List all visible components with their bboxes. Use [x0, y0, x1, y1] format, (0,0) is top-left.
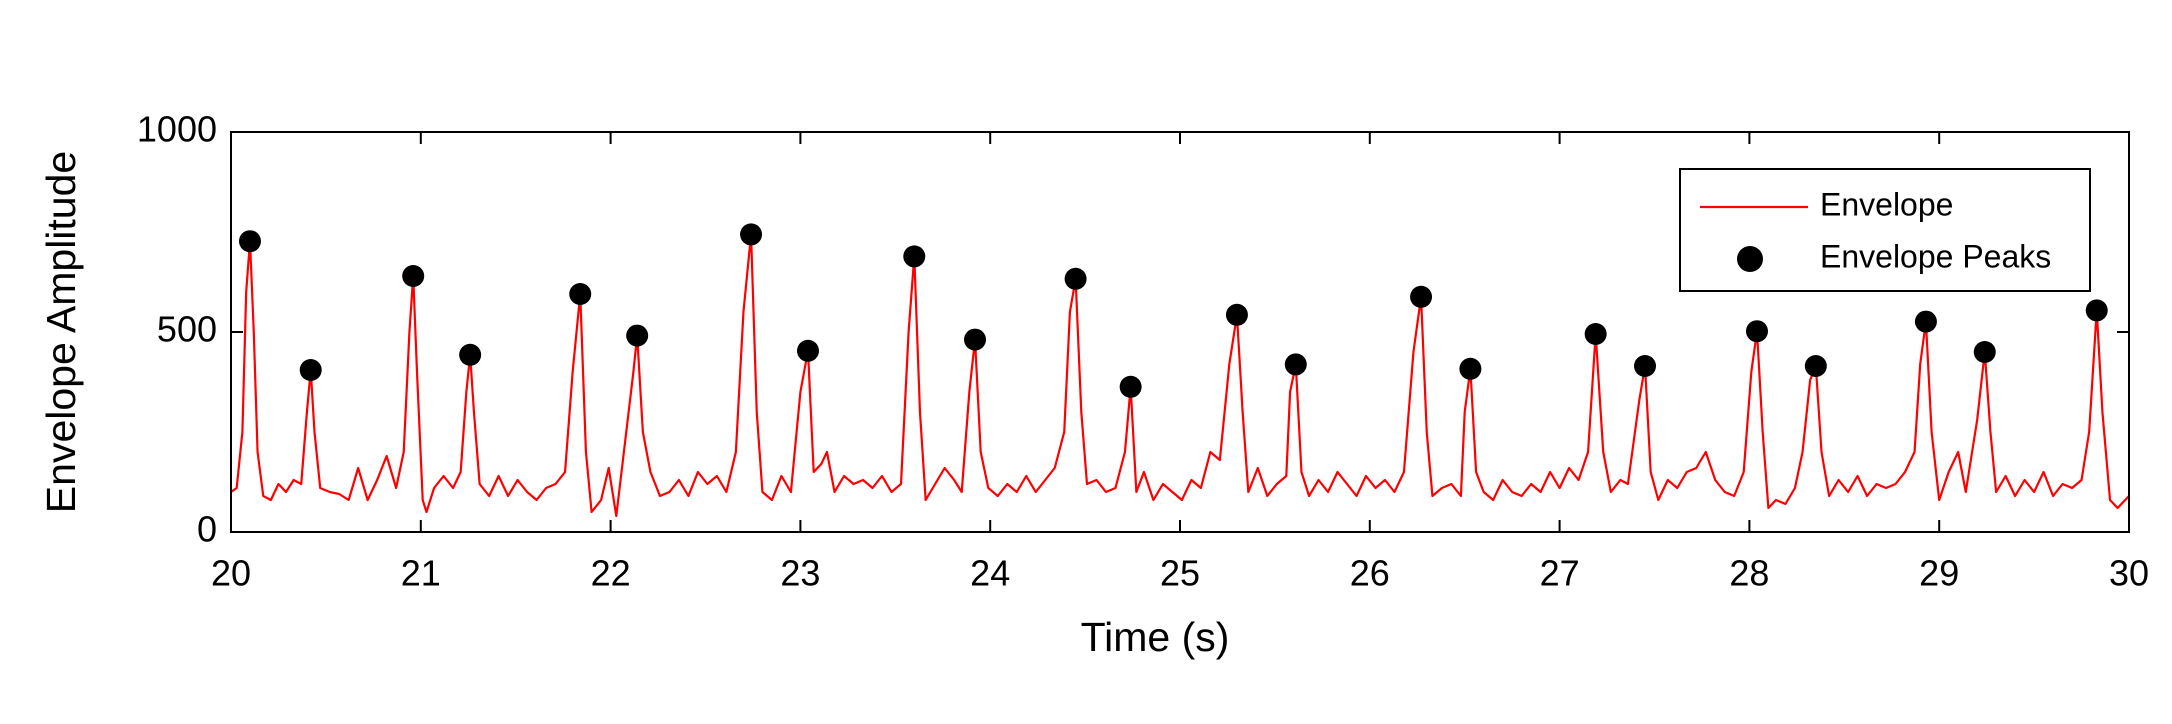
x-tick-label: 20: [211, 553, 251, 594]
x-tick-label: 25: [1160, 553, 1200, 594]
x-tick-label: 28: [1729, 553, 1769, 594]
legend-label: Envelope: [1820, 186, 1953, 222]
peak-marker: [1284, 353, 1307, 376]
y-tick-label: 0: [197, 509, 217, 550]
peak-marker: [1745, 320, 1768, 343]
y-axis-label: Envelope Amplitude: [38, 151, 84, 513]
peak-marker: [1064, 267, 1087, 290]
peak-marker: [1584, 323, 1607, 345]
peak-marker: [1804, 355, 1827, 377]
x-tick-label: 24: [970, 553, 1010, 594]
peak-marker: [402, 265, 425, 287]
x-tick-label: 26: [1350, 553, 1390, 594]
x-axis-label: Time (s): [1081, 614, 1230, 660]
legend-marker: [1737, 246, 1763, 272]
x-tick-label: 22: [591, 553, 631, 594]
peak-marker: [1410, 285, 1433, 308]
peak-marker: [626, 324, 649, 347]
peak-marker: [903, 245, 926, 268]
peak-marker: [1973, 341, 1996, 363]
x-tick-label: 21: [401, 553, 441, 594]
peak-marker: [1914, 310, 1937, 333]
peak-marker: [1459, 357, 1482, 380]
peak-marker: [238, 230, 261, 253]
peak-marker: [2085, 299, 2108, 322]
peak-marker: [1634, 355, 1657, 377]
peak-marker: [299, 359, 322, 381]
peak-marker: [569, 283, 592, 305]
peak-marker: [796, 339, 819, 362]
peak-marker: [459, 343, 482, 366]
x-tick-label: 23: [780, 553, 820, 594]
x-tick-label: 27: [1540, 553, 1580, 594]
peak-marker: [1225, 303, 1248, 326]
y-tick-label: 500: [157, 309, 217, 350]
plot-frame: [230, 131, 2130, 533]
peak-marker: [964, 328, 987, 351]
peak-marker: [1119, 375, 1142, 398]
peak-marker: [740, 223, 763, 246]
y-tick-label: 1000: [137, 109, 217, 150]
x-tick-label: 29: [1919, 553, 1959, 594]
legend-label: Envelope Peaks: [1820, 238, 2051, 274]
x-tick-label: 30: [2109, 553, 2149, 594]
envelope-line: [230, 233, 2130, 518]
